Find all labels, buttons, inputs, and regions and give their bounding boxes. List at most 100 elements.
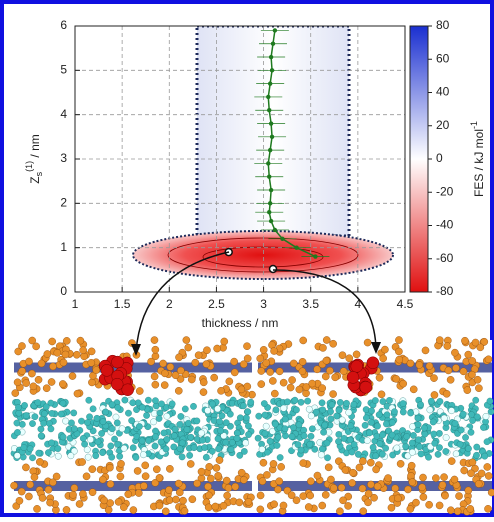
- headgroup: [25, 357, 33, 366]
- headgroup: [430, 391, 439, 399]
- water: [486, 397, 494, 405]
- water: [68, 419, 75, 427]
- water: [462, 434, 469, 441]
- string-point: [267, 147, 273, 153]
- headgroup: [392, 375, 400, 383]
- headgroup: [460, 466, 469, 475]
- headgroup: [100, 496, 108, 505]
- contour: [202, 246, 324, 268]
- string-point: [268, 121, 274, 126]
- water: [386, 397, 393, 404]
- water: [295, 421, 303, 429]
- fes-band: [195, 26, 351, 238]
- headgroup: [306, 491, 315, 500]
- headgroup: [43, 350, 52, 358]
- headgroup: [210, 373, 218, 382]
- headgroup: [418, 483, 426, 492]
- water: [187, 433, 195, 441]
- water: [158, 400, 165, 408]
- headgroup: [165, 486, 173, 494]
- headgroup: [391, 484, 399, 493]
- headgroup: [88, 488, 97, 497]
- headgroup: [322, 336, 331, 344]
- headgroup: [217, 387, 225, 395]
- headgroup: [13, 378, 22, 387]
- colorbar-tick-label: -20: [436, 184, 454, 198]
- colorbar-tick-label: -80: [436, 284, 454, 298]
- headgroup: [214, 472, 222, 480]
- water: [388, 419, 396, 426]
- water: [382, 444, 389, 452]
- headgroup: [114, 498, 123, 506]
- water: [442, 434, 450, 441]
- headgroup: [330, 484, 338, 492]
- headgroup: [432, 474, 440, 482]
- headgroup: [159, 359, 167, 368]
- arrow: [135, 251, 230, 353]
- water: [210, 417, 218, 424]
- water: [481, 452, 489, 460]
- water: [368, 419, 375, 426]
- water: [369, 444, 377, 451]
- headgroup: [141, 472, 150, 480]
- water: [291, 396, 299, 404]
- headgroup: [377, 390, 386, 399]
- headgroup: [430, 374, 438, 382]
- headgroup: [243, 354, 252, 363]
- headgroup: [46, 498, 54, 507]
- water: [178, 453, 186, 461]
- y-tick-label: 1: [60, 240, 67, 254]
- headgroup: [222, 476, 231, 485]
- nanoparticle: [366, 356, 380, 369]
- headgroup: [244, 497, 253, 506]
- string-point: [267, 108, 272, 113]
- water: [41, 410, 48, 418]
- headgroup: [48, 337, 56, 346]
- water: [155, 415, 163, 422]
- headgroup: [364, 489, 373, 498]
- water: [361, 422, 369, 429]
- headgroup: [135, 489, 143, 497]
- nanoparticle: [350, 360, 363, 373]
- water: [319, 406, 327, 414]
- headgroup: [49, 478, 57, 487]
- headgroup: [150, 336, 159, 344]
- headgroup: [204, 482, 212, 491]
- y-tick-label: 4: [60, 107, 67, 121]
- headgroup: [419, 473, 427, 482]
- headgroup: [275, 477, 284, 486]
- water: [297, 398, 305, 406]
- water: [145, 437, 153, 444]
- water: [417, 450, 425, 458]
- water: [48, 439, 55, 447]
- marks: [224, 28, 330, 274]
- water: [62, 417, 69, 425]
- water: [307, 412, 315, 420]
- headgroup: [78, 458, 86, 466]
- headgroup: [279, 501, 288, 510]
- water: [324, 454, 331, 462]
- water: [48, 410, 56, 417]
- headgroup: [219, 501, 228, 510]
- string-point: [267, 210, 272, 215]
- headgroup: [133, 467, 142, 475]
- water: [162, 445, 170, 453]
- headgroup: [129, 506, 138, 514]
- headgroup: [151, 479, 160, 487]
- headgroup: [483, 463, 492, 471]
- water: [240, 402, 247, 410]
- water: [102, 408, 110, 416]
- water: [236, 452, 244, 459]
- headgroup: [26, 480, 34, 489]
- water: [171, 425, 179, 433]
- headgroup: [62, 506, 71, 514]
- headgroup: [70, 484, 79, 492]
- headgroup: [22, 379, 30, 387]
- water: [37, 432, 45, 440]
- y-axis-label: Zs(1) / nm: [24, 134, 44, 184]
- water: [216, 418, 223, 426]
- water: [201, 444, 209, 451]
- headgroup: [141, 461, 150, 470]
- water: [222, 419, 230, 427]
- headgroup: [155, 501, 164, 510]
